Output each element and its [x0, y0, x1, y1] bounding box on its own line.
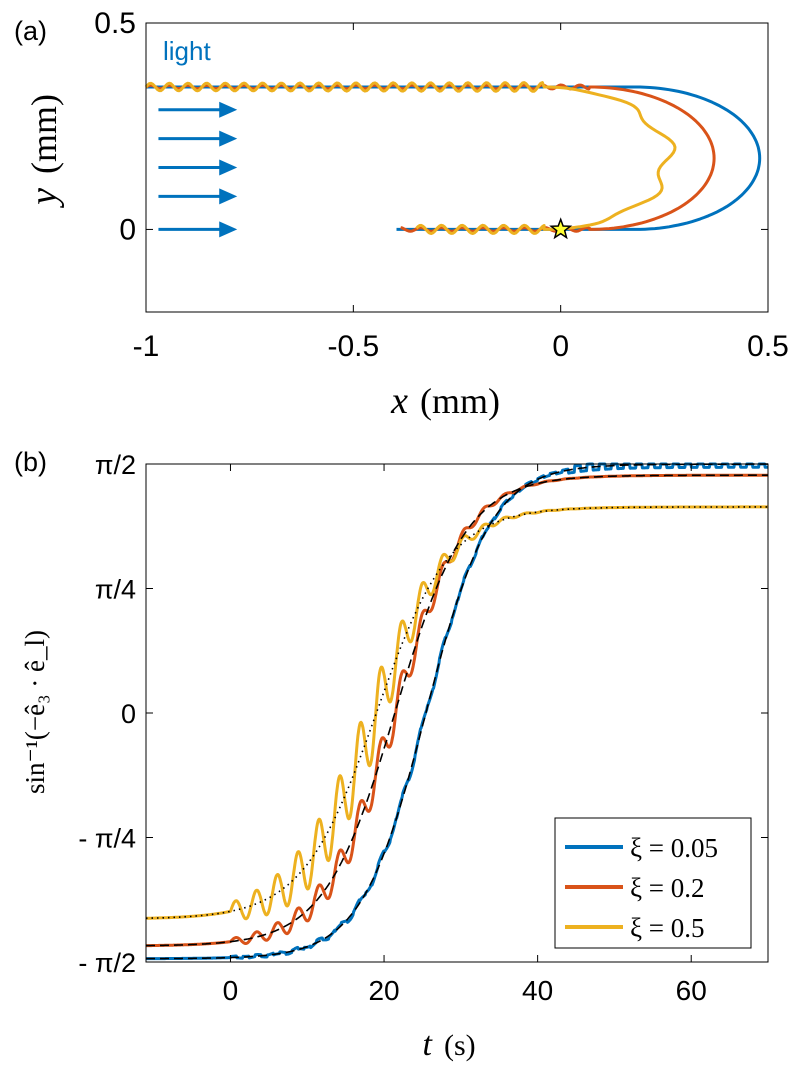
light-arrow-head — [219, 188, 238, 205]
start-star-marker — [549, 217, 573, 240]
a-xtick-label: 0 — [552, 330, 569, 363]
a-ytick-label: 0.5 — [94, 7, 136, 40]
b-ytick-label: π/2 — [95, 450, 136, 480]
panel-a-ylabel-var: y — [23, 188, 65, 209]
panel-a-label: (a) — [14, 16, 47, 46]
light-annotation: light — [163, 36, 211, 66]
panel-b-xlabel-var: t — [423, 1026, 434, 1063]
b-ytick-label: π/4 — [95, 575, 136, 605]
fit-curve-yellow — [145, 506, 768, 920]
b-xtick-label: 60 — [676, 975, 707, 1006]
light-arrow-head — [219, 221, 238, 238]
panel-a-xlabel-unit: (mm) — [420, 381, 500, 421]
legend: ξ = 0.05 ξ = 0.2 ξ = 0.5 — [554, 817, 752, 949]
panel-a: (a) light -1 -0.5 0 0.5 00.5 x (mm) y (mm) — [14, 7, 789, 422]
light-arrow-head — [219, 159, 238, 176]
panel-a-ylabel: y (mm) — [23, 94, 65, 209]
panel-b: (b) 0 20 40 60 - π/2 - π/4 0 π/4 π/2 t (s) sin⁻… — [14, 447, 769, 1063]
b-ytick-label: - π/2 — [78, 948, 136, 978]
panel-a-background — [146, 23, 768, 312]
b-ytick-label: - π/4 — [78, 824, 136, 854]
light-arrow-head — [219, 130, 238, 147]
panel-a-ylabel-unit: (mm) — [24, 94, 64, 174]
a-xtick-label: 0.5 — [747, 330, 789, 363]
light-arrow-head — [219, 101, 238, 118]
panel-a-xlabel-var: x — [390, 380, 408, 422]
legend-label: ξ = 0.5 — [630, 913, 705, 943]
trajectory-yellow — [144, 81, 677, 235]
panel-a-series — [144, 81, 762, 235]
b-ytick-label: 0 — [121, 699, 136, 729]
legend-label: ξ = 0.2 — [630, 873, 705, 903]
b-xtick-label: 0 — [223, 975, 239, 1006]
light-arrows — [158, 101, 238, 238]
b-xtick-label: 20 — [368, 975, 399, 1006]
a-ytick-label: 0 — [119, 213, 136, 246]
panel-b-y-ticks: - π/2 - π/4 0 π/4 π/2 — [78, 450, 768, 978]
panel-b-xlabel-unit: (s) — [444, 1029, 476, 1062]
panel-a-plot-area — [146, 23, 768, 312]
b-xtick-label: 40 — [522, 975, 553, 1006]
a-xtick-label: -1 — [133, 330, 160, 363]
panel-a-y-ticks: 00.5 — [94, 7, 768, 246]
panel-a-frame — [145, 22, 769, 313]
panel-b-ylabel: sin⁻¹(−ê₃ · ê_l) — [20, 630, 50, 794]
panel-b-x-ticks: 0 20 40 60 — [223, 464, 707, 1006]
fit-curve-orange — [146, 474, 768, 947]
panel-a-x-ticks: -1 -0.5 0 0.5 — [133, 23, 789, 363]
a-xtick-label: -0.5 — [327, 330, 379, 363]
legend-label: ξ = 0.05 — [630, 833, 718, 863]
data-curve-yellow — [145, 505, 769, 921]
panel-b-label: (b) — [14, 447, 47, 477]
